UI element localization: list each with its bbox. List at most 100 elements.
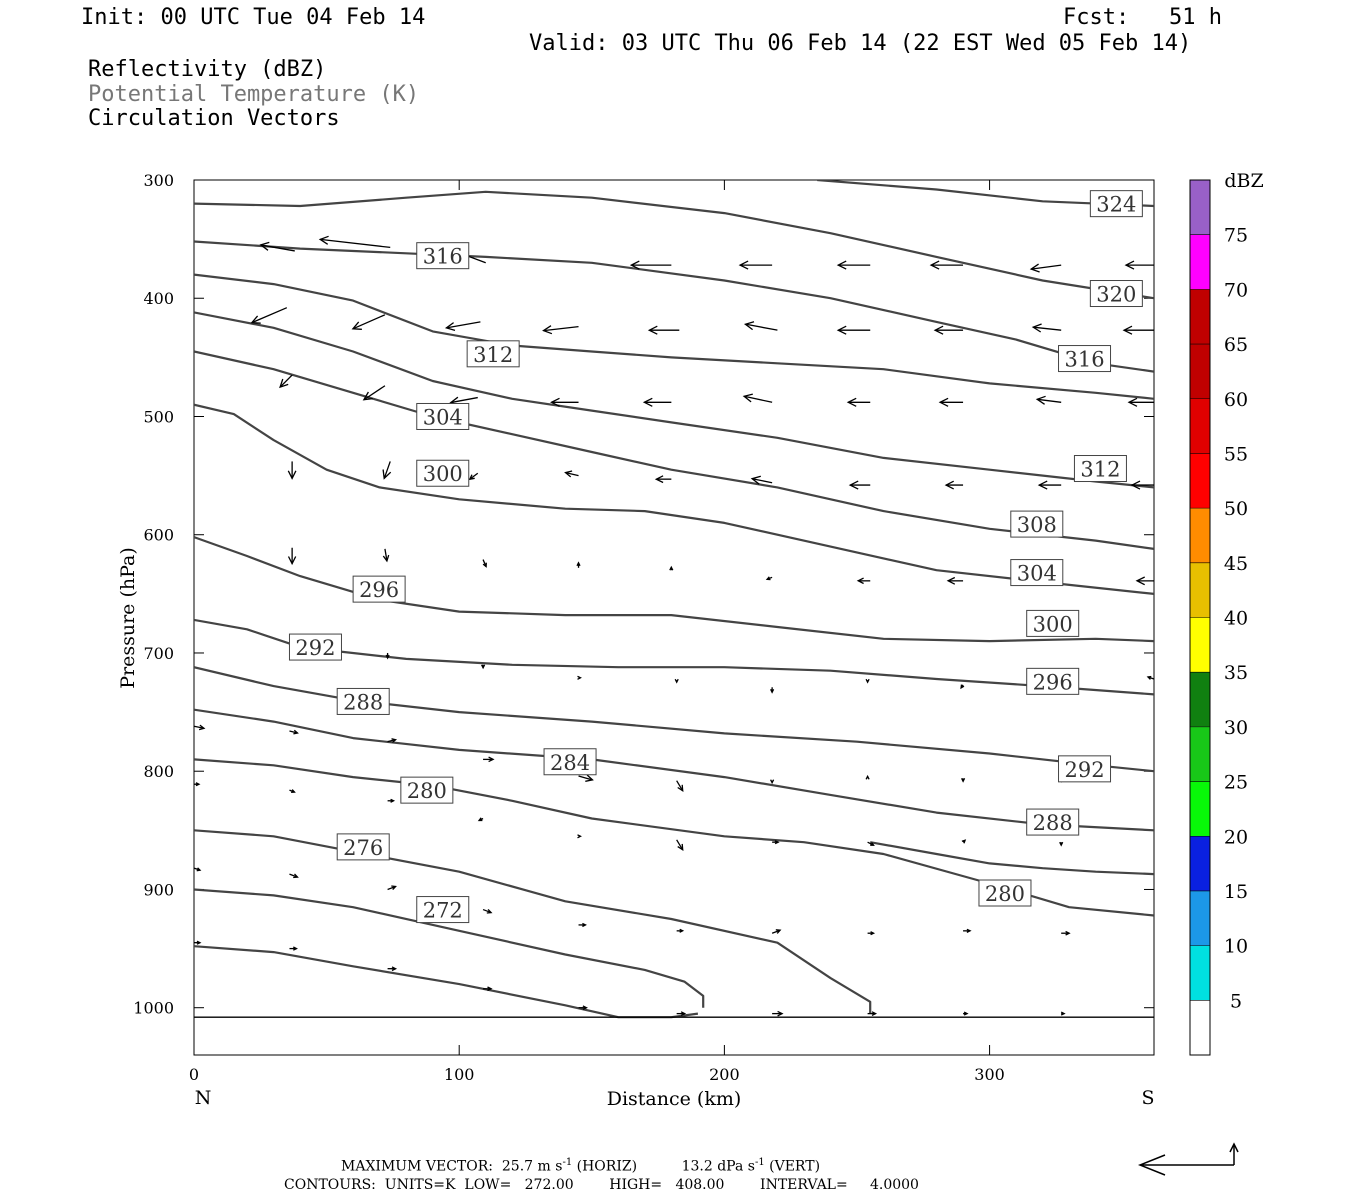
contour-label-text: 312 [473,343,513,367]
circulation-vector [1146,675,1155,680]
contour-label: 288 [336,687,390,715]
contour-label: 300 [1026,609,1080,637]
colorbar-label: 65 [1224,334,1248,356]
colorbar-cell [1190,508,1210,563]
circulation-vector [674,678,679,684]
field-circulation-vectors: Circulation Vectors [88,106,340,131]
colorbar-cell [1190,398,1210,454]
circulation-vector [676,1011,687,1016]
circulation-vector [362,385,386,401]
forecast-hour: Fcst: 51 h [1063,5,1222,30]
reference-vector [1137,1142,1239,1176]
contour-label-text: 316 [1064,348,1104,372]
contour-label-text: 288 [1033,811,1073,835]
circulation-vector [1037,480,1062,490]
circulation-vector [1060,1011,1066,1016]
circulation-vector [1122,325,1154,335]
contour-label-text: 296 [359,578,399,602]
isentrope-320 [194,190,1154,300]
contour-label-text: 272 [423,899,463,923]
colorbar-cell [1190,617,1210,673]
isentrope-316 [194,273,1154,400]
contour-label: 312 [1073,455,1127,483]
field-potential-temperature: Potential Temperature (K) [88,82,420,107]
vert-superscript: -1 [754,1157,765,1168]
plot-frame [193,179,1155,1056]
circulation-vector [578,774,594,782]
y-axis-label: Pressure (hPa) [117,547,139,689]
circulation-vector [1135,576,1154,586]
contour-label-text: 280 [407,779,447,803]
contour-label: 308 [1010,510,1064,538]
circulation-vector [482,559,487,568]
circulation-vector [1127,397,1154,407]
circulation-vector [848,480,871,490]
colorbar-cell [1190,344,1210,399]
circulation-vector [382,461,392,480]
circulation-vector [578,1005,588,1011]
circulation-vector [351,314,386,330]
contour-label: 292 [1058,755,1112,783]
circulation-vector [287,461,297,480]
circulation-vector [961,778,966,783]
contour-label-text: 312 [1080,458,1120,482]
max-vector-vert-unit: (VERT) [769,1158,821,1175]
isentrope-316 [194,240,1154,373]
circulation-vector [865,774,870,780]
y-tick-label: 800 [143,762,174,781]
colorbar-cell [1190,836,1210,891]
circulation-vector [865,678,870,684]
circulation-vector [289,729,299,735]
isentrope-304 [194,403,1154,595]
colorbar-cell [1190,289,1210,345]
max-vector-horiz-unit: (HORIZ) [576,1158,638,1175]
circulation-vector [387,966,398,972]
contour-label: 280 [400,776,454,804]
colorbar-cell [1190,890,1210,946]
circulation-vector [385,652,390,660]
circulation-vector [193,867,202,872]
valid-time: Valid: 03 UTC Thu 06 Feb 14 (22 EST Wed … [529,31,1192,56]
x-tick-label: 100 [444,1065,475,1084]
circulation-vector [654,475,672,484]
circulation-vector [867,931,876,936]
colorbar-cell [1190,234,1210,290]
contour-label: 288 [1026,808,1080,836]
colorbar-label: 70 [1224,279,1248,301]
circulation-vector [289,789,296,794]
field-reflectivity: Reflectivity (dBZ) [88,57,327,82]
contour-label: 324 [1089,190,1143,218]
contour-label: 320 [1089,280,1143,308]
colorbar-label: 55 [1224,443,1248,465]
circulation-vector [742,393,773,403]
contour-label: 304 [416,402,470,430]
x-axis-label: Distance (km) [607,1088,742,1110]
x-tick-label: 200 [709,1065,740,1084]
contour-label-text: 324 [1096,193,1136,217]
circulation-vector [933,325,964,335]
circulation-vector [1029,263,1062,273]
circulation-vector [867,841,875,846]
colorbar-label: 75 [1224,225,1248,247]
isentrope-276 [194,888,705,1008]
circulation-vector [938,397,964,407]
y-tick-label: 1000 [133,999,174,1018]
circulation-vector [483,756,495,763]
contour-label: 276 [336,833,390,861]
colorbar-label: 10 [1224,936,1248,958]
circulation-vector [576,561,581,568]
colorbar-cell [1190,180,1210,235]
colorbar-label: 30 [1224,717,1248,739]
x-tick-label: 300 [974,1065,1005,1084]
circulation-vector [577,834,582,839]
circulation-vector [1059,841,1064,847]
circulation-vector [629,260,672,270]
contour-label: 300 [416,459,470,487]
circulation-vector [193,724,206,731]
isentrope-308 [194,350,1154,550]
circulation-vector [1061,930,1071,936]
contour-label-text: 300 [423,462,463,486]
circulation-vector [194,940,202,945]
circulation-vector [289,946,298,951]
circulation-vector [250,307,288,324]
